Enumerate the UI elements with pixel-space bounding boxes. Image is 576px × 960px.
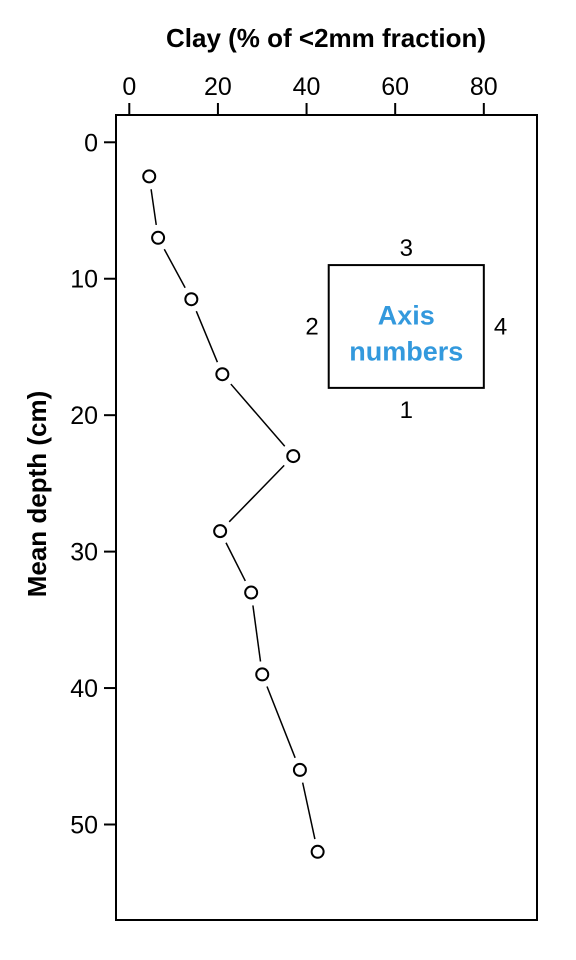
series-segment bbox=[150, 189, 157, 226]
series-segment bbox=[228, 464, 285, 523]
series-segment bbox=[301, 782, 316, 840]
x-tick-label: 20 bbox=[204, 73, 232, 101]
data-point bbox=[184, 292, 199, 307]
y-tick-label: 0 bbox=[84, 129, 98, 157]
data-point bbox=[142, 169, 157, 184]
series-segment bbox=[195, 310, 219, 363]
x-tick-label: 80 bbox=[470, 73, 498, 101]
series-segment bbox=[230, 383, 286, 447]
annotation-label-line1: Axis bbox=[378, 300, 435, 330]
series-segment bbox=[225, 542, 246, 582]
annotation-side-3: 3 bbox=[400, 235, 413, 262]
annotation-side-1: 1 bbox=[400, 397, 413, 424]
x-tick-label: 60 bbox=[381, 73, 409, 101]
annotation-box bbox=[327, 264, 485, 389]
data-point bbox=[255, 667, 270, 682]
axis-numbers-annotation: 3 1 2 4 Axis numbers bbox=[305, 235, 507, 424]
data-point bbox=[310, 844, 325, 859]
data-point bbox=[215, 367, 230, 382]
series-segment bbox=[252, 605, 262, 662]
series-line bbox=[150, 189, 316, 840]
series-segment bbox=[266, 686, 296, 759]
series-segment bbox=[163, 248, 186, 289]
x-tick-label: 0 bbox=[122, 73, 136, 101]
y-tick-label: 10 bbox=[70, 266, 98, 294]
data-point bbox=[286, 449, 301, 464]
y-tick-label: 50 bbox=[70, 811, 98, 839]
y-axis-title: Mean depth (cm) bbox=[22, 391, 52, 598]
data-point bbox=[213, 524, 228, 539]
data-point bbox=[244, 585, 259, 600]
y-axis: 0 10 20 30 40 50 bbox=[70, 129, 117, 839]
x-tick-label: 40 bbox=[293, 73, 321, 101]
x-axis-title: Clay (% of <2mm fraction) bbox=[166, 23, 486, 53]
x-axis: 0 20 40 60 80 bbox=[122, 73, 498, 116]
annotation-side-4: 4 bbox=[494, 313, 507, 340]
annotation-side-2: 2 bbox=[305, 313, 318, 340]
plot-frame bbox=[115, 114, 538, 921]
data-point bbox=[151, 230, 166, 245]
y-tick-label: 20 bbox=[70, 402, 98, 430]
annotation-label-line2: numbers bbox=[349, 336, 463, 366]
data-point bbox=[292, 762, 307, 777]
y-tick-label: 40 bbox=[70, 675, 98, 703]
y-tick-label: 30 bbox=[70, 539, 98, 567]
series-points bbox=[142, 169, 325, 859]
